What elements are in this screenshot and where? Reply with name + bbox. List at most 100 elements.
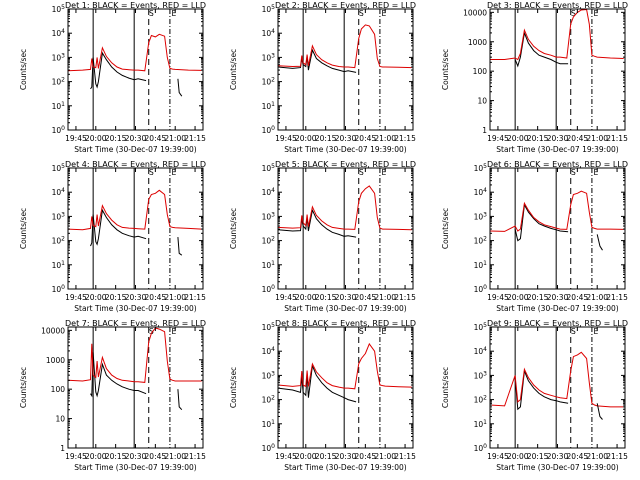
x-tick-label: 21:00 bbox=[164, 452, 186, 461]
y-tick-label: 100 bbox=[52, 284, 66, 294]
x-tick-label: 20:00 bbox=[295, 452, 317, 461]
events-series-line bbox=[90, 51, 147, 90]
y-axis-label: Counts/sec bbox=[229, 49, 238, 90]
chart-panel: Det 9: BLACK = Events, RED = LLD Counts/s… bbox=[441, 319, 628, 472]
y-tick-label: 100 bbox=[473, 67, 488, 76]
x-tick-label: 21:15 bbox=[184, 452, 206, 461]
events-series-line bbox=[90, 352, 147, 398]
y-tick-label: 103 bbox=[474, 370, 488, 380]
x-tick-label: 20:30 bbox=[547, 134, 569, 143]
chart-title: Det 5: BLACK = Events, RED = LLD bbox=[275, 160, 416, 169]
y-tick-label: 101 bbox=[262, 260, 276, 270]
annotation-label: S bbox=[571, 168, 576, 177]
y-axis-label: Counts/sec bbox=[441, 367, 450, 408]
x-tick-label: 20:30 bbox=[547, 452, 569, 461]
x-tick-label: 20:30 bbox=[335, 452, 357, 461]
events-series-line bbox=[596, 234, 603, 251]
y-tick-label: 105 bbox=[262, 4, 276, 14]
x-tick-label: 20:15 bbox=[105, 452, 127, 461]
chart-title: Det 2: BLACK = Events, RED = LLD bbox=[275, 1, 416, 10]
x-tick-label: 20:45 bbox=[567, 293, 589, 302]
lld-series-line bbox=[67, 189, 202, 231]
chart-panel: Det 6: BLACK = Events, RED = LLD Counts/s… bbox=[441, 160, 628, 313]
chart-title: Det 3: BLACK = Events, RED = LLD bbox=[487, 1, 628, 10]
y-tick-label: 101 bbox=[52, 260, 66, 270]
x-axis-label: Start Time (30-Dec-07 19:39:00) bbox=[74, 304, 196, 313]
y-tick-label: 104 bbox=[262, 346, 276, 356]
x-axis-label: Start Time (30-Dec-07 19:39:00) bbox=[496, 304, 618, 313]
x-tick-label: 20:30 bbox=[125, 134, 147, 143]
y-axis-label: Counts/sec bbox=[19, 367, 28, 408]
x-tick-label: 21:15 bbox=[606, 293, 628, 302]
y-tick-label: 103 bbox=[262, 52, 276, 62]
y-tick-label: 100 bbox=[474, 284, 488, 294]
x-tick-label: 21:00 bbox=[374, 134, 396, 143]
events-series-line bbox=[90, 208, 147, 247]
y-tick-label: 105 bbox=[262, 322, 276, 332]
x-tick-label: 20:15 bbox=[105, 134, 127, 143]
x-tick-label: 20:15 bbox=[315, 293, 337, 302]
y-tick-label: 103 bbox=[52, 211, 66, 221]
y-tick-label: 103 bbox=[52, 52, 66, 62]
chart-panel: Det 4: BLACK = Events, RED = LLD Counts/s… bbox=[19, 160, 206, 313]
annotation-label: S bbox=[359, 168, 364, 177]
chart-title: Det 1: BLACK = Events, RED = LLD bbox=[65, 1, 206, 10]
annotation-label: E bbox=[382, 9, 387, 18]
x-tick-label: 20:45 bbox=[145, 452, 167, 461]
x-tick-label: 20:45 bbox=[145, 134, 167, 143]
y-tick-label: 104 bbox=[262, 187, 276, 197]
chart-title: Det 6: BLACK = Events, RED = LLD bbox=[487, 160, 628, 169]
x-tick-label: 21:15 bbox=[394, 452, 416, 461]
annotation-label: E bbox=[594, 168, 599, 177]
lld-series-line bbox=[277, 342, 412, 390]
x-tick-label: 20:45 bbox=[567, 134, 589, 143]
annotation-label: E bbox=[382, 327, 387, 336]
y-tick-label: 101 bbox=[262, 101, 276, 111]
x-tick-label: 20:15 bbox=[527, 452, 549, 461]
lld-series-line bbox=[490, 8, 624, 61]
y-tick-label: 100 bbox=[262, 443, 276, 453]
x-tick-label: 19:45 bbox=[275, 293, 297, 302]
x-tick-label: 20:15 bbox=[315, 134, 337, 143]
y-tick-label: 101 bbox=[474, 260, 488, 270]
x-tick-label: 20:00 bbox=[507, 134, 529, 143]
chart-panel: Det 2: BLACK = Events, RED = LLD Counts/s… bbox=[229, 1, 416, 154]
x-tick-label: 19:45 bbox=[65, 293, 87, 302]
y-tick-label: 105 bbox=[52, 163, 66, 173]
chart-panel: Det 3: BLACK = Events, RED = LLD Counts/s… bbox=[441, 1, 628, 154]
lld-series-line bbox=[489, 190, 624, 232]
x-axis-label: Start Time (30-Dec-07 19:39:00) bbox=[284, 304, 406, 313]
y-tick-label: 104 bbox=[474, 346, 488, 356]
y-tick-label: 103 bbox=[262, 211, 276, 221]
y-tick-label: 102 bbox=[474, 236, 488, 246]
y-tick-label: 104 bbox=[262, 28, 276, 38]
chart-title: Det 4: BLACK = Events, RED = LLD bbox=[65, 160, 206, 169]
x-axis-label: Start Time (30-Dec-07 19:39:00) bbox=[284, 145, 406, 154]
y-tick-label: 100 bbox=[262, 125, 276, 135]
x-tick-label: 19:45 bbox=[65, 452, 87, 461]
annotation-label: E bbox=[594, 9, 599, 18]
x-tick-label: 21:00 bbox=[164, 293, 186, 302]
x-tick-label: 20:00 bbox=[507, 293, 529, 302]
y-tick-label: 1000 bbox=[46, 356, 65, 365]
x-tick-label: 21:00 bbox=[586, 452, 608, 461]
x-tick-label: 21:00 bbox=[586, 293, 608, 302]
annotation-label: E bbox=[172, 9, 177, 18]
y-tick-label: 100 bbox=[52, 125, 66, 135]
x-tick-label: 21:15 bbox=[184, 134, 206, 143]
y-tick-label: 1 bbox=[60, 444, 65, 453]
x-tick-label: 20:00 bbox=[295, 293, 317, 302]
chart-panel: Det 5: BLACK = Events, RED = LLD Counts/s… bbox=[229, 160, 416, 313]
y-tick-label: 100 bbox=[51, 385, 66, 394]
y-tick-label: 101 bbox=[262, 419, 276, 429]
y-tick-label: 10000 bbox=[463, 8, 487, 17]
annotation-label: S bbox=[359, 327, 364, 336]
chart-title: Det 9: BLACK = Events, RED = LLD bbox=[487, 319, 628, 328]
x-tick-label: 20:15 bbox=[105, 293, 127, 302]
x-tick-label: 20:15 bbox=[527, 134, 549, 143]
y-tick-label: 100 bbox=[262, 284, 276, 294]
x-tick-label: 20:45 bbox=[355, 293, 377, 302]
y-tick-label: 102 bbox=[52, 236, 66, 246]
x-tick-label: 19:45 bbox=[487, 452, 509, 461]
